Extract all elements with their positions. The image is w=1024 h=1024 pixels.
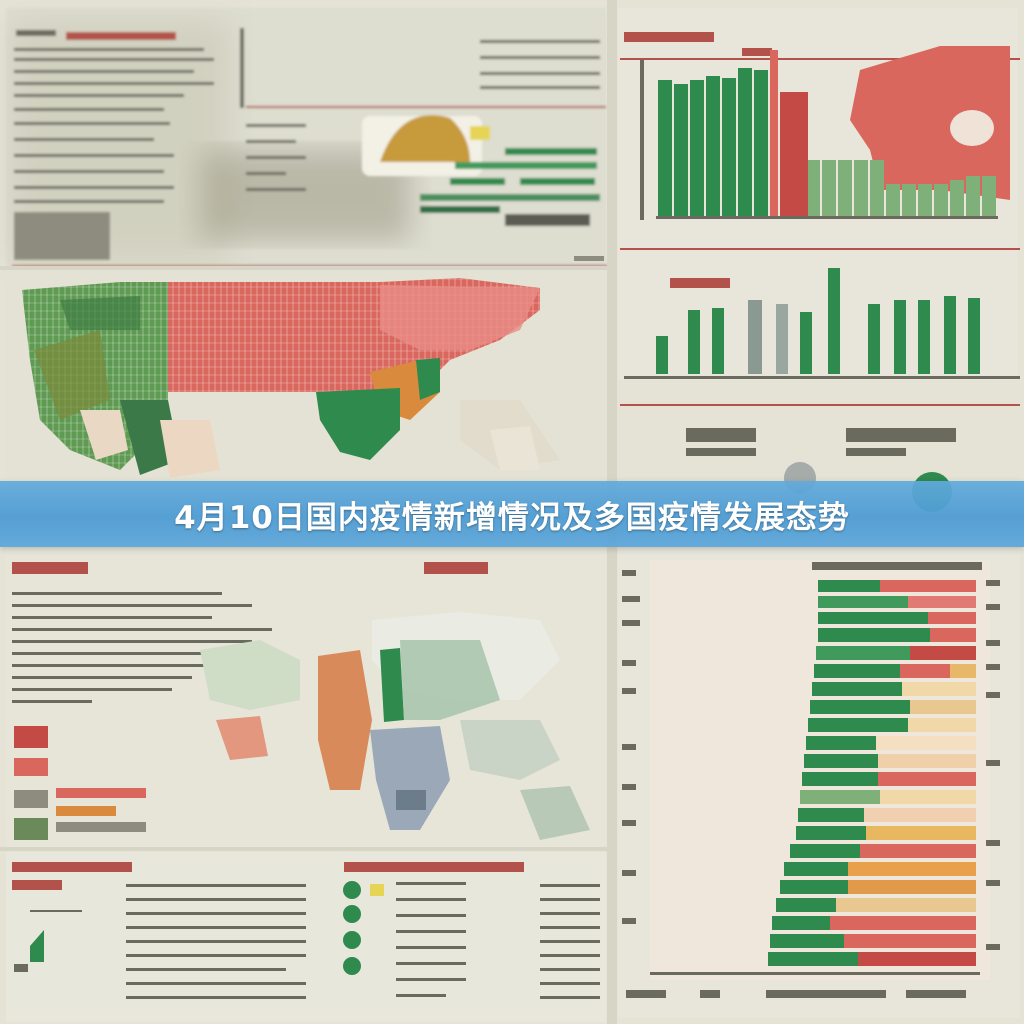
panel-bottom-text <box>6 852 606 1022</box>
panel-top-right <box>574 8 1020 512</box>
headline-title: 4月10日国内疫情新增情况及多国疫情发展态势 <box>174 499 850 536</box>
panel-top-left <box>6 8 608 267</box>
world-map-1 <box>6 270 606 478</box>
panel-bottom-left <box>6 548 606 848</box>
panel-bottom-right <box>618 548 1020 1018</box>
headline-banner: 4月10日国内疫情新增情况及多国疫情发展态势 <box>0 481 1024 547</box>
